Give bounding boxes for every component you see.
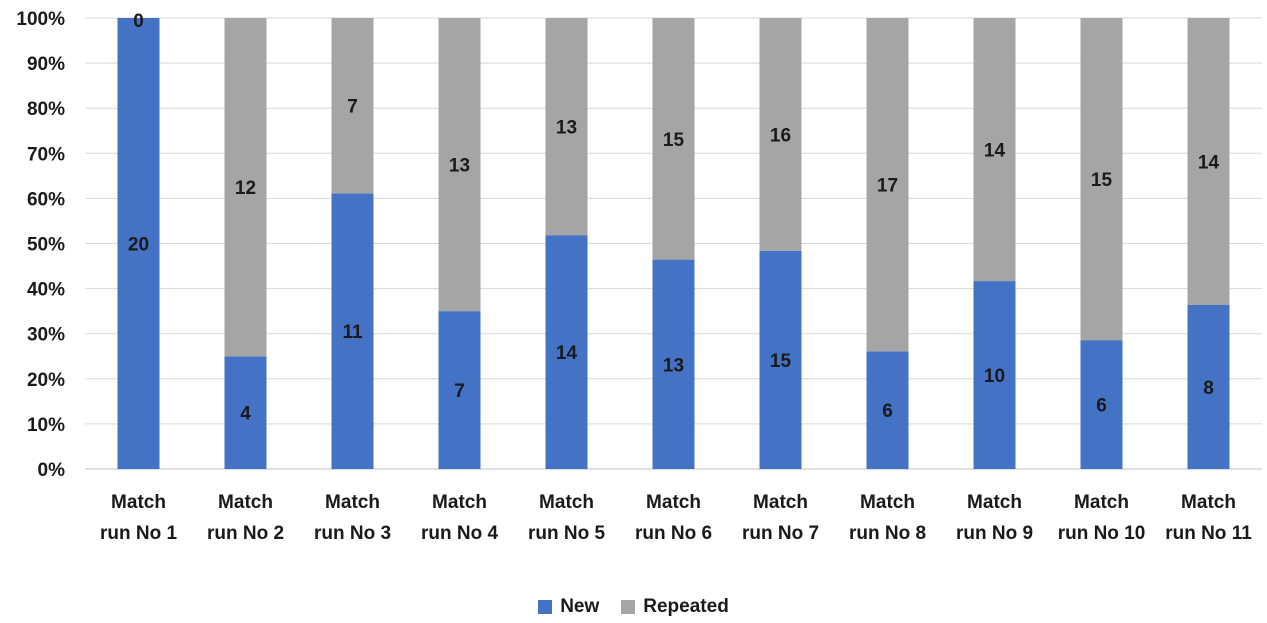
y-tick-label: 20%	[27, 370, 65, 391]
data-label-new: 8	[1203, 378, 1214, 399]
data-label-new: 13	[663, 355, 684, 376]
legend-label-repeated: Repeated	[643, 596, 729, 617]
bar-repeated	[438, 18, 481, 312]
data-label-repeated: 14	[1198, 153, 1220, 174]
y-tick-label: 30%	[27, 325, 65, 346]
legend: New Repeated	[0, 596, 1267, 618]
bar-repeated	[1080, 18, 1123, 341]
data-label-repeated: 16	[770, 125, 791, 146]
y-tick-label: 100%	[16, 9, 65, 30]
x-tick-label: run No 11	[1165, 523, 1252, 544]
data-label-repeated: 7	[347, 97, 358, 118]
x-tick-label: Match	[218, 492, 273, 513]
bar-repeated	[224, 18, 267, 357]
x-tick-label: Match	[860, 492, 915, 513]
x-tick-label: run No 7	[742, 523, 819, 544]
bar-repeated	[973, 18, 1016, 282]
bars: 20 0 4 12 11 7 7 13 14 13 13 15 15 16 6 17 10 14 6 15 8 14	[117, 11, 1230, 469]
x-tick-label: run No 3	[314, 523, 391, 544]
x-tick-label: Match	[1074, 492, 1129, 513]
y-tick-label: 10%	[27, 415, 65, 436]
data-label-repeated: 0	[133, 11, 144, 32]
y-tick-label: 70%	[27, 144, 65, 165]
data-label-repeated: 13	[449, 156, 470, 177]
bar-new	[973, 281, 1016, 469]
bar-new	[331, 193, 374, 469]
bar-new	[866, 351, 909, 469]
data-label-new: 14	[556, 343, 578, 364]
bar-new	[759, 250, 802, 469]
x-tick-label: Match	[646, 492, 701, 513]
legend-label-new: New	[560, 596, 600, 617]
bar-new	[545, 235, 588, 469]
bar-new	[1187, 305, 1230, 469]
x-tick-label: run No 5	[528, 523, 605, 544]
y-tick-label: 80%	[27, 99, 65, 120]
bar-repeated	[1187, 18, 1230, 305]
x-tick-label: Match	[1181, 492, 1236, 513]
x-tick-label: Match	[432, 492, 487, 513]
bar-new	[117, 18, 160, 469]
data-label-repeated: 13	[556, 118, 577, 139]
bar-new	[438, 311, 481, 469]
data-label-new: 6	[1096, 396, 1107, 417]
legend-swatch-repeated	[621, 600, 636, 614]
data-label-new: 15	[770, 351, 792, 372]
x-tick-label: Match	[325, 492, 380, 513]
bar-repeated	[652, 18, 695, 260]
legend-swatch-new	[538, 600, 553, 614]
data-label-new: 6	[882, 401, 893, 422]
data-label-repeated: 15	[1091, 170, 1113, 191]
x-tick-label: run No 6	[635, 523, 712, 544]
legend-item-repeated: Repeated	[621, 596, 729, 618]
y-tick-label: 90%	[27, 54, 65, 75]
x-tick-label: run No 10	[1058, 523, 1146, 544]
data-label-new: 7	[454, 381, 465, 402]
bar-repeated	[759, 18, 802, 251]
data-label-new: 10	[984, 366, 1005, 387]
bar-repeated	[545, 18, 588, 236]
bar-new	[1080, 340, 1123, 469]
bar-new	[224, 356, 267, 469]
data-label-new: 4	[240, 404, 251, 425]
x-tick-label: run No 2	[207, 523, 284, 544]
y-axis-ticks: 0% 10% 20% 30% 40% 50% 60% 70% 80% 90% 100%	[16, 9, 65, 481]
bar-new	[652, 259, 695, 469]
x-tick-label: run No 9	[956, 523, 1033, 544]
y-tick-label: 60%	[27, 189, 65, 210]
x-tick-label: run No 1	[100, 523, 177, 544]
legend-item-new: New	[538, 596, 599, 618]
x-tick-label: run No 4	[421, 523, 498, 544]
data-label-repeated: 15	[663, 130, 685, 151]
x-tick-label: Match	[111, 492, 166, 513]
data-label-new: 20	[128, 235, 149, 256]
bar-repeated	[331, 18, 374, 194]
x-tick-label: Match	[539, 492, 594, 513]
data-label-repeated: 14	[984, 141, 1006, 162]
data-label-repeated: 12	[235, 178, 256, 199]
data-label-repeated: 17	[877, 176, 898, 197]
bar-repeated	[866, 18, 909, 352]
x-axis-labels: Match run No 1 Match run No 2 Match run No 3 M…	[100, 492, 1252, 544]
x-tick-label: Match	[967, 492, 1022, 513]
data-label-new: 11	[342, 322, 363, 343]
x-tick-label: run No 8	[849, 523, 926, 544]
y-tick-label: 50%	[27, 235, 65, 256]
y-tick-label: 0%	[38, 460, 66, 481]
x-tick-label: Match	[753, 492, 808, 513]
y-tick-label: 40%	[27, 280, 65, 301]
